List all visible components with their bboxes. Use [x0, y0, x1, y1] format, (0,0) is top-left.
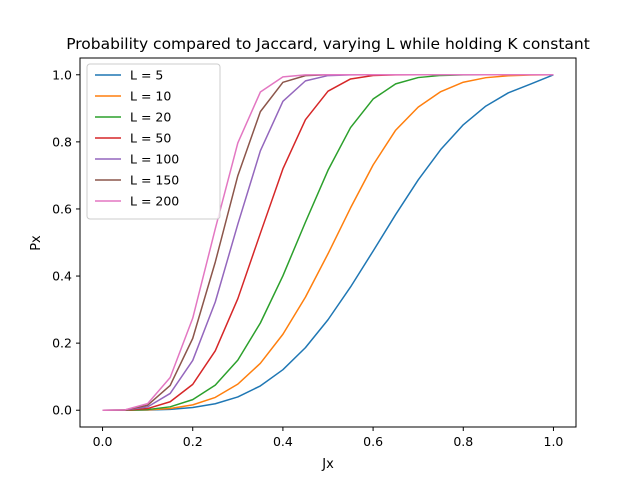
x-axis-ticks: 0.0 0.2 0.4 0.6 0.8 1.0: [93, 427, 564, 449]
y-tick-label: 0.2: [52, 336, 72, 351]
series-line-0: [102, 74, 554, 411]
x-tick-label: 0.4: [273, 434, 293, 449]
plot-lines: [102, 74, 554, 411]
y-tick-label: 0.6: [52, 201, 72, 216]
legend-label: L = 50: [130, 131, 171, 146]
series-line-6: [102, 74, 554, 411]
x-axis-label: Jx: [321, 457, 334, 472]
legend-label: L = 200: [130, 194, 179, 209]
y-tick-label: 0.0: [52, 403, 72, 418]
y-axis-label: Px: [29, 235, 44, 251]
x-tick-label: 0.8: [453, 434, 473, 449]
y-tick-label: 0.8: [52, 134, 72, 149]
chart-title: Probability compared to Jaccard, varying…: [66, 35, 590, 53]
legend-label: L = 100: [130, 152, 179, 167]
legend-label: L = 20: [130, 110, 171, 125]
legend-label: L = 10: [130, 89, 171, 104]
series-line-1: [102, 74, 554, 411]
x-tick-label: 0.0: [93, 434, 113, 449]
x-tick-label: 1.0: [544, 434, 564, 449]
y-tick-label: 0.4: [52, 269, 72, 284]
plot-frame: [79, 57, 577, 428]
y-tick-label: 1.0: [52, 67, 72, 82]
legend: L = 5 L = 10 L = 20 L = 50 L = 100 L = 150 L =…: [86, 63, 221, 220]
y-axis-ticks: 0.0 0.2 0.4 0.6 0.8 1.0: [52, 67, 80, 418]
legend-label: L = 5: [130, 68, 163, 83]
x-tick-label: 0.2: [183, 434, 203, 449]
x-tick-label: 0.6: [363, 434, 383, 449]
legend-label: L = 150: [130, 173, 179, 188]
